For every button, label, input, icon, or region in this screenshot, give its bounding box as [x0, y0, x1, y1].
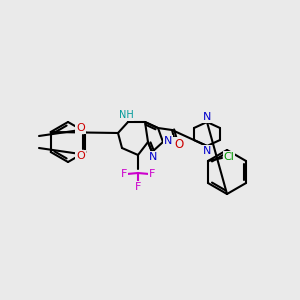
- Text: O: O: [174, 137, 184, 151]
- Text: O: O: [76, 123, 85, 133]
- Text: N: N: [164, 136, 172, 146]
- Text: NH: NH: [118, 110, 134, 120]
- Text: N: N: [149, 152, 157, 162]
- Text: F: F: [135, 182, 141, 192]
- Text: Cl: Cl: [224, 152, 234, 162]
- Text: N: N: [203, 112, 211, 122]
- Text: F: F: [149, 169, 155, 179]
- Text: F: F: [121, 169, 127, 179]
- Text: N: N: [203, 146, 211, 156]
- Text: O: O: [76, 151, 85, 161]
